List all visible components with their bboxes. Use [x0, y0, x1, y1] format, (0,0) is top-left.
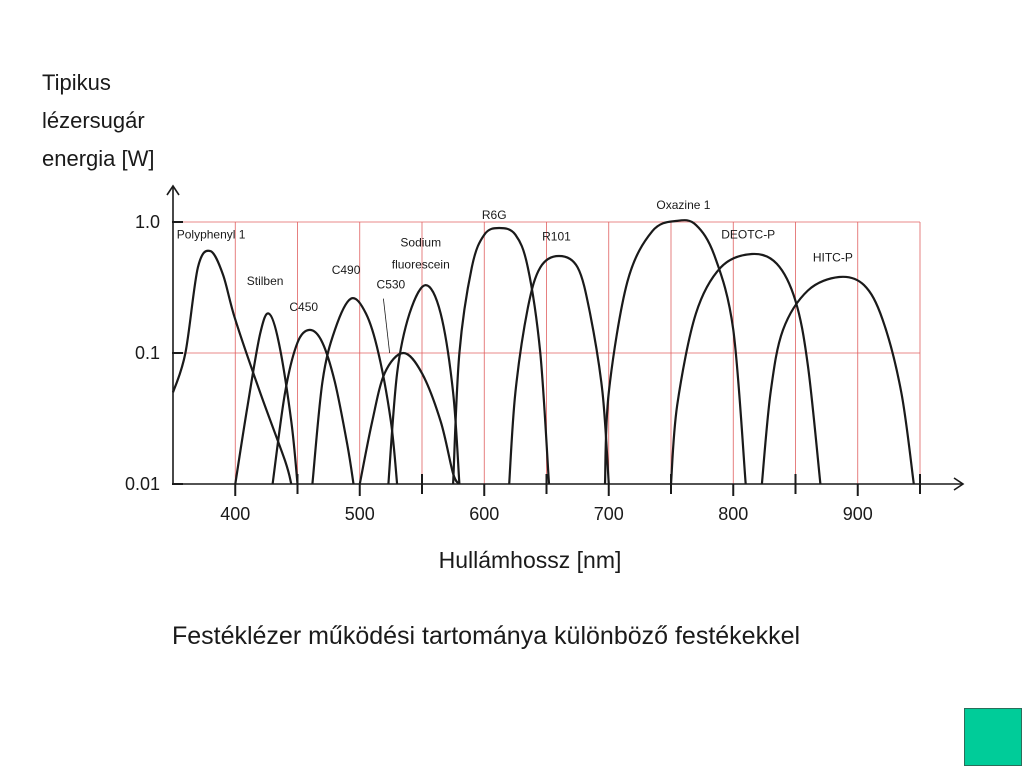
series-label-fluorescein: fluorescein — [392, 258, 450, 272]
series-label-polyphenyl-1: Polyphenyl 1 — [177, 227, 246, 241]
series-label-r101: R101 — [542, 230, 571, 244]
y-axis-label-line-1: Tipikus — [42, 70, 111, 95]
series-label-stilben: Stilben — [247, 274, 284, 288]
series-label-deotc-p: DEOTC-P — [721, 227, 775, 241]
x-tick-label-700: 700 — [594, 504, 624, 524]
series-label-c530: C530 — [377, 278, 406, 292]
series-curve-deotc-p — [669, 252, 822, 485]
y-axis-label-line-2: lézersugár — [42, 108, 145, 133]
series-curve-r6g — [452, 226, 551, 485]
series-curve-oxazine-1 — [603, 219, 747, 485]
series-curve-sodium-fluorescein — [387, 284, 461, 485]
slide-corner-box — [964, 708, 1022, 766]
y-tick-label-1: 1.0 — [135, 212, 160, 232]
series-curve-hitc-p — [760, 275, 915, 485]
x-tick-label-400: 400 — [220, 504, 250, 524]
series-curve-c450 — [271, 328, 355, 485]
x-tick-label-800: 800 — [718, 504, 748, 524]
y-axis-arrow — [166, 184, 180, 196]
y-axis-label-line-3: energia [W] — [42, 146, 155, 171]
series-curve-stilben — [234, 312, 299, 485]
series-label-c450: C450 — [289, 300, 318, 314]
series-label-sodium: Sodium — [400, 236, 441, 250]
y-tick-label-0.1: 0.1 — [135, 343, 160, 363]
series-label-c490: C490 — [332, 263, 361, 277]
series-curve-r101 — [508, 254, 610, 485]
x-axis-arrow — [953, 477, 965, 491]
series-label-r6g: R6G — [482, 208, 507, 222]
x-tick-label-500: 500 — [345, 504, 375, 524]
c530-leader-line — [383, 298, 391, 354]
x-tick-label-600: 600 — [469, 504, 499, 524]
x-axis-title: Hullámhossz [nm] — [439, 547, 622, 573]
x-tick-label-900: 900 — [843, 504, 873, 524]
series-label-oxazine-1: Oxazine 1 — [656, 198, 710, 212]
series-label-hitc-p: HITC-P — [813, 250, 853, 264]
series-curve-c530 — [358, 351, 461, 485]
y-tick-label-0.01: 0.01 — [125, 474, 160, 494]
slide-caption: Festéklézer működési tartománya különböz… — [171, 622, 801, 650]
series-curve-c490 — [311, 297, 399, 485]
